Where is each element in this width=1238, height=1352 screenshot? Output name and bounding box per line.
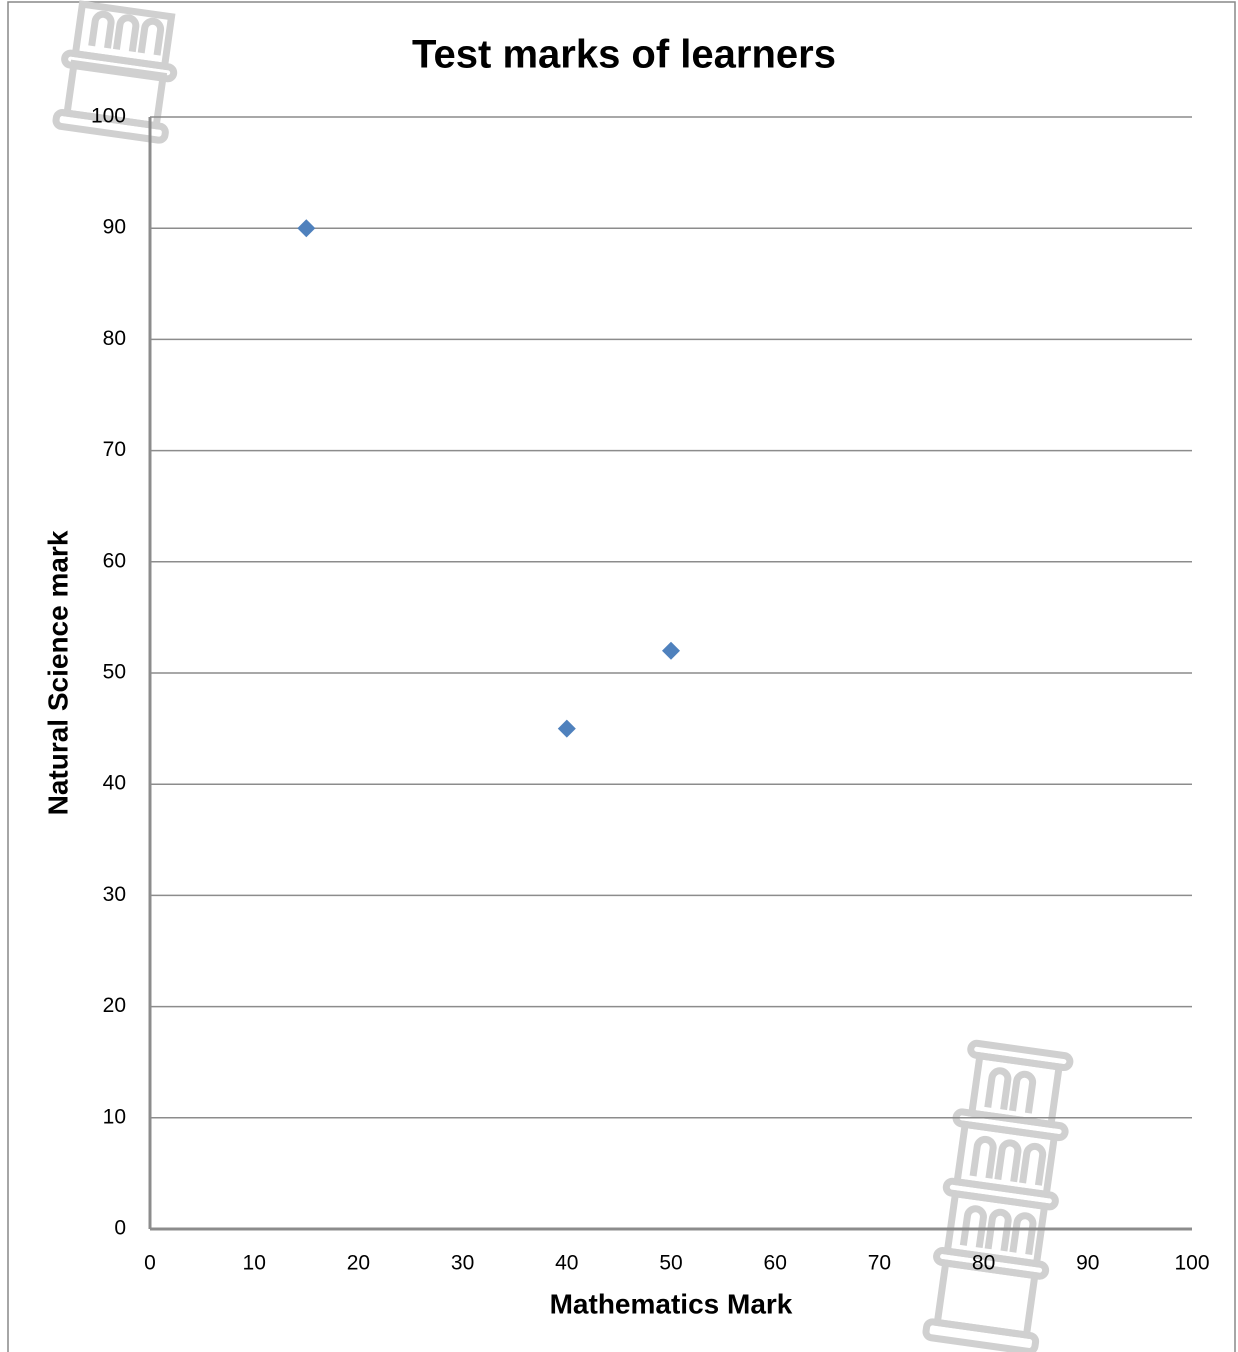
- x-axis-title: Mathematics Mark: [550, 1288, 793, 1319]
- x-tick-label: 40: [555, 1252, 578, 1275]
- x-tick-label: 30: [451, 1252, 474, 1275]
- y-tick-label: 50: [103, 661, 126, 684]
- x-tick-label: 100: [1174, 1252, 1209, 1275]
- y-tick-label: 70: [103, 438, 126, 461]
- x-tick-label: 90: [1076, 1252, 1099, 1275]
- y-tick-label: 60: [103, 549, 126, 572]
- y-tick-label: 90: [103, 216, 126, 239]
- y-tick-label: 20: [103, 994, 126, 1017]
- x-tick-label: 50: [659, 1252, 682, 1275]
- y-tick-label: 0: [114, 1217, 126, 1240]
- y-tick-label: 10: [103, 1105, 126, 1128]
- x-tick-label: 80: [972, 1252, 995, 1275]
- point: [558, 720, 576, 738]
- x-tick-label: 20: [347, 1252, 370, 1275]
- point: [297, 219, 315, 237]
- y-axis-title: Natural Science mark: [42, 530, 73, 815]
- x-tick-label: 0: [144, 1252, 156, 1275]
- y-tick-label: 30: [103, 883, 126, 906]
- y-tick-label: 100: [91, 105, 126, 128]
- x-tick-label: 10: [243, 1252, 266, 1275]
- watermark: [925, 1042, 1075, 1352]
- x-tick-label: 70: [868, 1252, 891, 1275]
- chart-title: Test marks of learners: [412, 33, 836, 77]
- y-tick-label: 40: [103, 772, 126, 795]
- chart: Test marks of learners Mathematics Mark …: [0, 0, 1238, 1352]
- y-tick-label: 80: [103, 327, 126, 350]
- x-tick-label: 60: [764, 1252, 787, 1275]
- point: [662, 642, 680, 660]
